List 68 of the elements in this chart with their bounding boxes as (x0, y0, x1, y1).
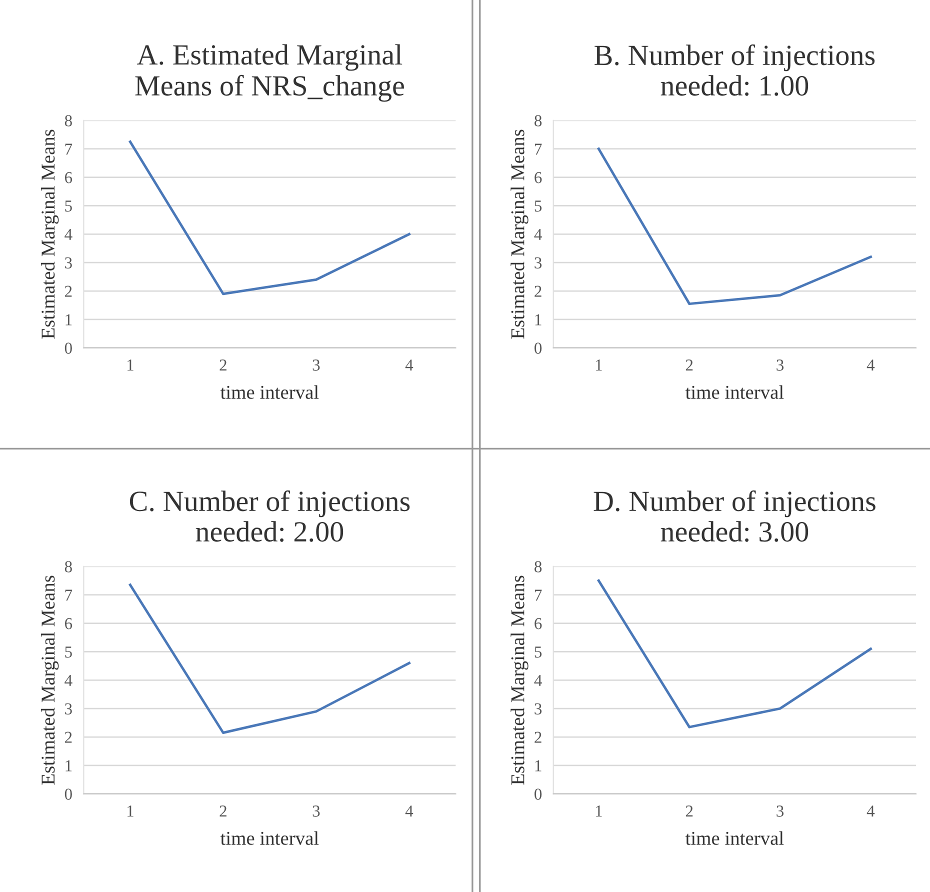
y-tick-label: 4 (64, 674, 72, 686)
y-axis-title: Estimated Marginal Means (41, 576, 59, 785)
y-tick-label: 8 (64, 561, 72, 572)
y-tick-label: 7 (65, 590, 72, 601)
y-tick-label: 4 (534, 674, 542, 686)
y-tick-label: 4 (534, 228, 542, 240)
y-tick-label: 1 (66, 760, 72, 772)
x-tick-label: 3 (776, 360, 784, 371)
line-series (128, 140, 410, 296)
chart-title: D. Number of injections needed: 3.00 (594, 490, 876, 542)
y-tick-label: 7 (535, 144, 542, 155)
x-axis-title: time interval (220, 831, 319, 845)
x-tick-label: 2 (220, 806, 226, 817)
y-tick-label: 5 (534, 200, 542, 212)
y-tick-label: 5 (65, 646, 72, 658)
x-tick-label: 2 (220, 360, 226, 371)
y-tick-label: 3 (534, 257, 542, 269)
x-tick-label: 4 (866, 806, 875, 817)
x-tick-label: 3 (312, 806, 320, 817)
y-tick-label: 6 (64, 618, 72, 630)
x-axis-title: time interval (220, 385, 319, 399)
x-tick-label: 1 (128, 360, 134, 371)
x-tick-label: 1 (596, 806, 602, 817)
y-tick-label: 2 (64, 286, 72, 297)
y-tick-label: 0 (64, 342, 72, 354)
y-axis-title: Estimated Marginal Means (510, 130, 528, 339)
y-tick-label: 0 (64, 788, 72, 800)
y-axis-title: Estimated Marginal Means (41, 130, 59, 339)
line-series (597, 579, 872, 728)
y-tick-label: 2 (534, 732, 542, 743)
y-tick-label: 0 (534, 342, 542, 354)
y-tick-label: 1 (535, 314, 542, 326)
y-tick-label: 6 (534, 172, 542, 184)
y-tick-label: 5 (65, 200, 72, 212)
x-tick-label: 4 (405, 360, 414, 371)
x-axis-title: time interval (685, 831, 784, 845)
y-tick-label: 4 (64, 228, 72, 240)
y-tick-label: 6 (534, 618, 542, 630)
x-tick-label: 3 (776, 806, 784, 817)
x-axis-title: time interval (685, 385, 784, 399)
x-tick-label: 4 (866, 360, 875, 371)
y-tick-label: 3 (65, 257, 72, 269)
line-series (597, 148, 872, 306)
chart-title: A. Estimated Marginal Means of NRS_change (135, 44, 404, 102)
y-tick-label: 8 (534, 561, 542, 572)
line-series (128, 584, 410, 734)
y-tick-label: 3 (534, 703, 542, 715)
x-tick-label: 1 (128, 806, 134, 817)
y-tick-label: 7 (65, 144, 72, 155)
y-tick-label: 3 (65, 703, 72, 715)
x-tick-label: 4 (405, 806, 414, 817)
y-tick-label: 1 (535, 760, 542, 772)
y-axis-title: Estimated Marginal Means (510, 576, 528, 785)
y-tick-label: 7 (535, 590, 542, 601)
chart-title: B. Number of injections needed: 1.00 (594, 44, 875, 96)
y-tick-label: 6 (64, 172, 72, 184)
y-tick-label: 8 (64, 115, 72, 126)
y-tick-label: 0 (534, 788, 542, 800)
y-tick-label: 8 (534, 115, 542, 126)
y-tick-label: 1 (66, 314, 72, 326)
y-tick-label: 2 (534, 286, 542, 297)
y-tick-label: 2 (64, 732, 72, 743)
x-tick-label: 1 (596, 360, 602, 371)
x-tick-label: 2 (686, 806, 693, 817)
y-tick-label: 5 (534, 646, 542, 658)
x-tick-label: 3 (312, 360, 320, 371)
x-tick-label: 2 (686, 360, 693, 371)
chart-title: C. Number of injections needed: 2.00 (130, 490, 410, 542)
